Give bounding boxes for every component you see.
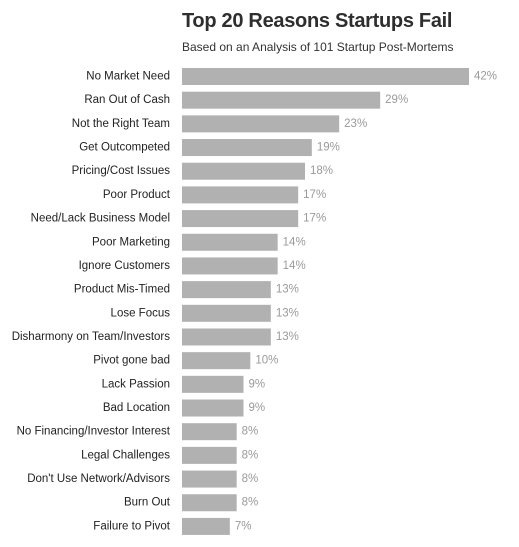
value-label: 10% <box>255 355 278 367</box>
bar <box>182 233 278 251</box>
category-label: Ignore Customers <box>79 260 171 272</box>
value-label: 8% <box>242 497 259 509</box>
value-label: 13% <box>276 284 299 296</box>
category-label: Burn Out <box>124 497 171 509</box>
category-label: Disharmony on Team/Investors <box>12 331 171 343</box>
bar <box>182 328 271 346</box>
bar <box>182 139 312 157</box>
value-label: 8% <box>242 449 259 461</box>
bar <box>182 281 271 299</box>
bar <box>182 91 381 109</box>
chart-title: Top 20 Reasons Startups Fail <box>182 10 453 32</box>
value-label: 8% <box>242 426 259 438</box>
bar <box>182 423 237 441</box>
value-label: 9% <box>249 378 266 390</box>
value-label: 8% <box>242 473 259 485</box>
value-label: 19% <box>317 142 340 154</box>
bar <box>182 162 305 180</box>
category-label: Need/Lack Business Model <box>31 213 170 225</box>
value-label: 14% <box>283 260 306 272</box>
value-label: 18% <box>310 165 333 177</box>
bar <box>182 115 340 133</box>
value-label: 42% <box>474 71 497 83</box>
bar <box>182 186 299 204</box>
category-label: Not the Right Team <box>72 118 170 130</box>
bar <box>182 470 237 488</box>
value-label: 17% <box>303 189 326 201</box>
category-label: Pivot gone bad <box>93 355 170 367</box>
category-label: No Market Need <box>86 71 170 83</box>
category-label: Poor Product <box>103 189 171 201</box>
category-label: Get Outcompeted <box>79 142 170 154</box>
chart-subtitle: Based on an Analysis of 101 Startup Post… <box>182 40 454 54</box>
category-label: Pricing/Cost Issues <box>72 165 171 177</box>
value-label: 9% <box>249 402 266 414</box>
bar <box>182 352 251 370</box>
value-label: 17% <box>303 213 326 225</box>
value-label: 13% <box>276 307 299 319</box>
category-label: Bad Location <box>103 402 170 414</box>
category-label: Poor Marketing <box>92 236 170 248</box>
value-label: 14% <box>283 236 306 248</box>
bar <box>182 517 230 535</box>
category-label: Legal Challenges <box>81 449 170 461</box>
value-label: 29% <box>385 94 408 106</box>
bar <box>182 257 278 275</box>
category-label: Failure to Pivot <box>93 520 171 532</box>
value-label: 13% <box>276 331 299 343</box>
bar <box>182 375 244 393</box>
bar <box>182 446 237 464</box>
category-label: Don't Use Network/Advisors <box>27 473 170 485</box>
category-label: Ran Out of Cash <box>84 94 170 106</box>
bar <box>182 68 469 85</box>
bar <box>182 304 271 322</box>
category-label: No Financing/Investor Interest <box>17 426 171 438</box>
category-label: Product Mis-Timed <box>74 284 170 296</box>
bar <box>182 494 237 512</box>
category-label: Lack Passion <box>102 378 170 390</box>
bar <box>182 210 299 228</box>
category-label: Lose Focus <box>111 307 171 319</box>
bar <box>182 399 244 417</box>
value-label: 7% <box>235 520 252 532</box>
value-label: 23% <box>344 118 367 130</box>
